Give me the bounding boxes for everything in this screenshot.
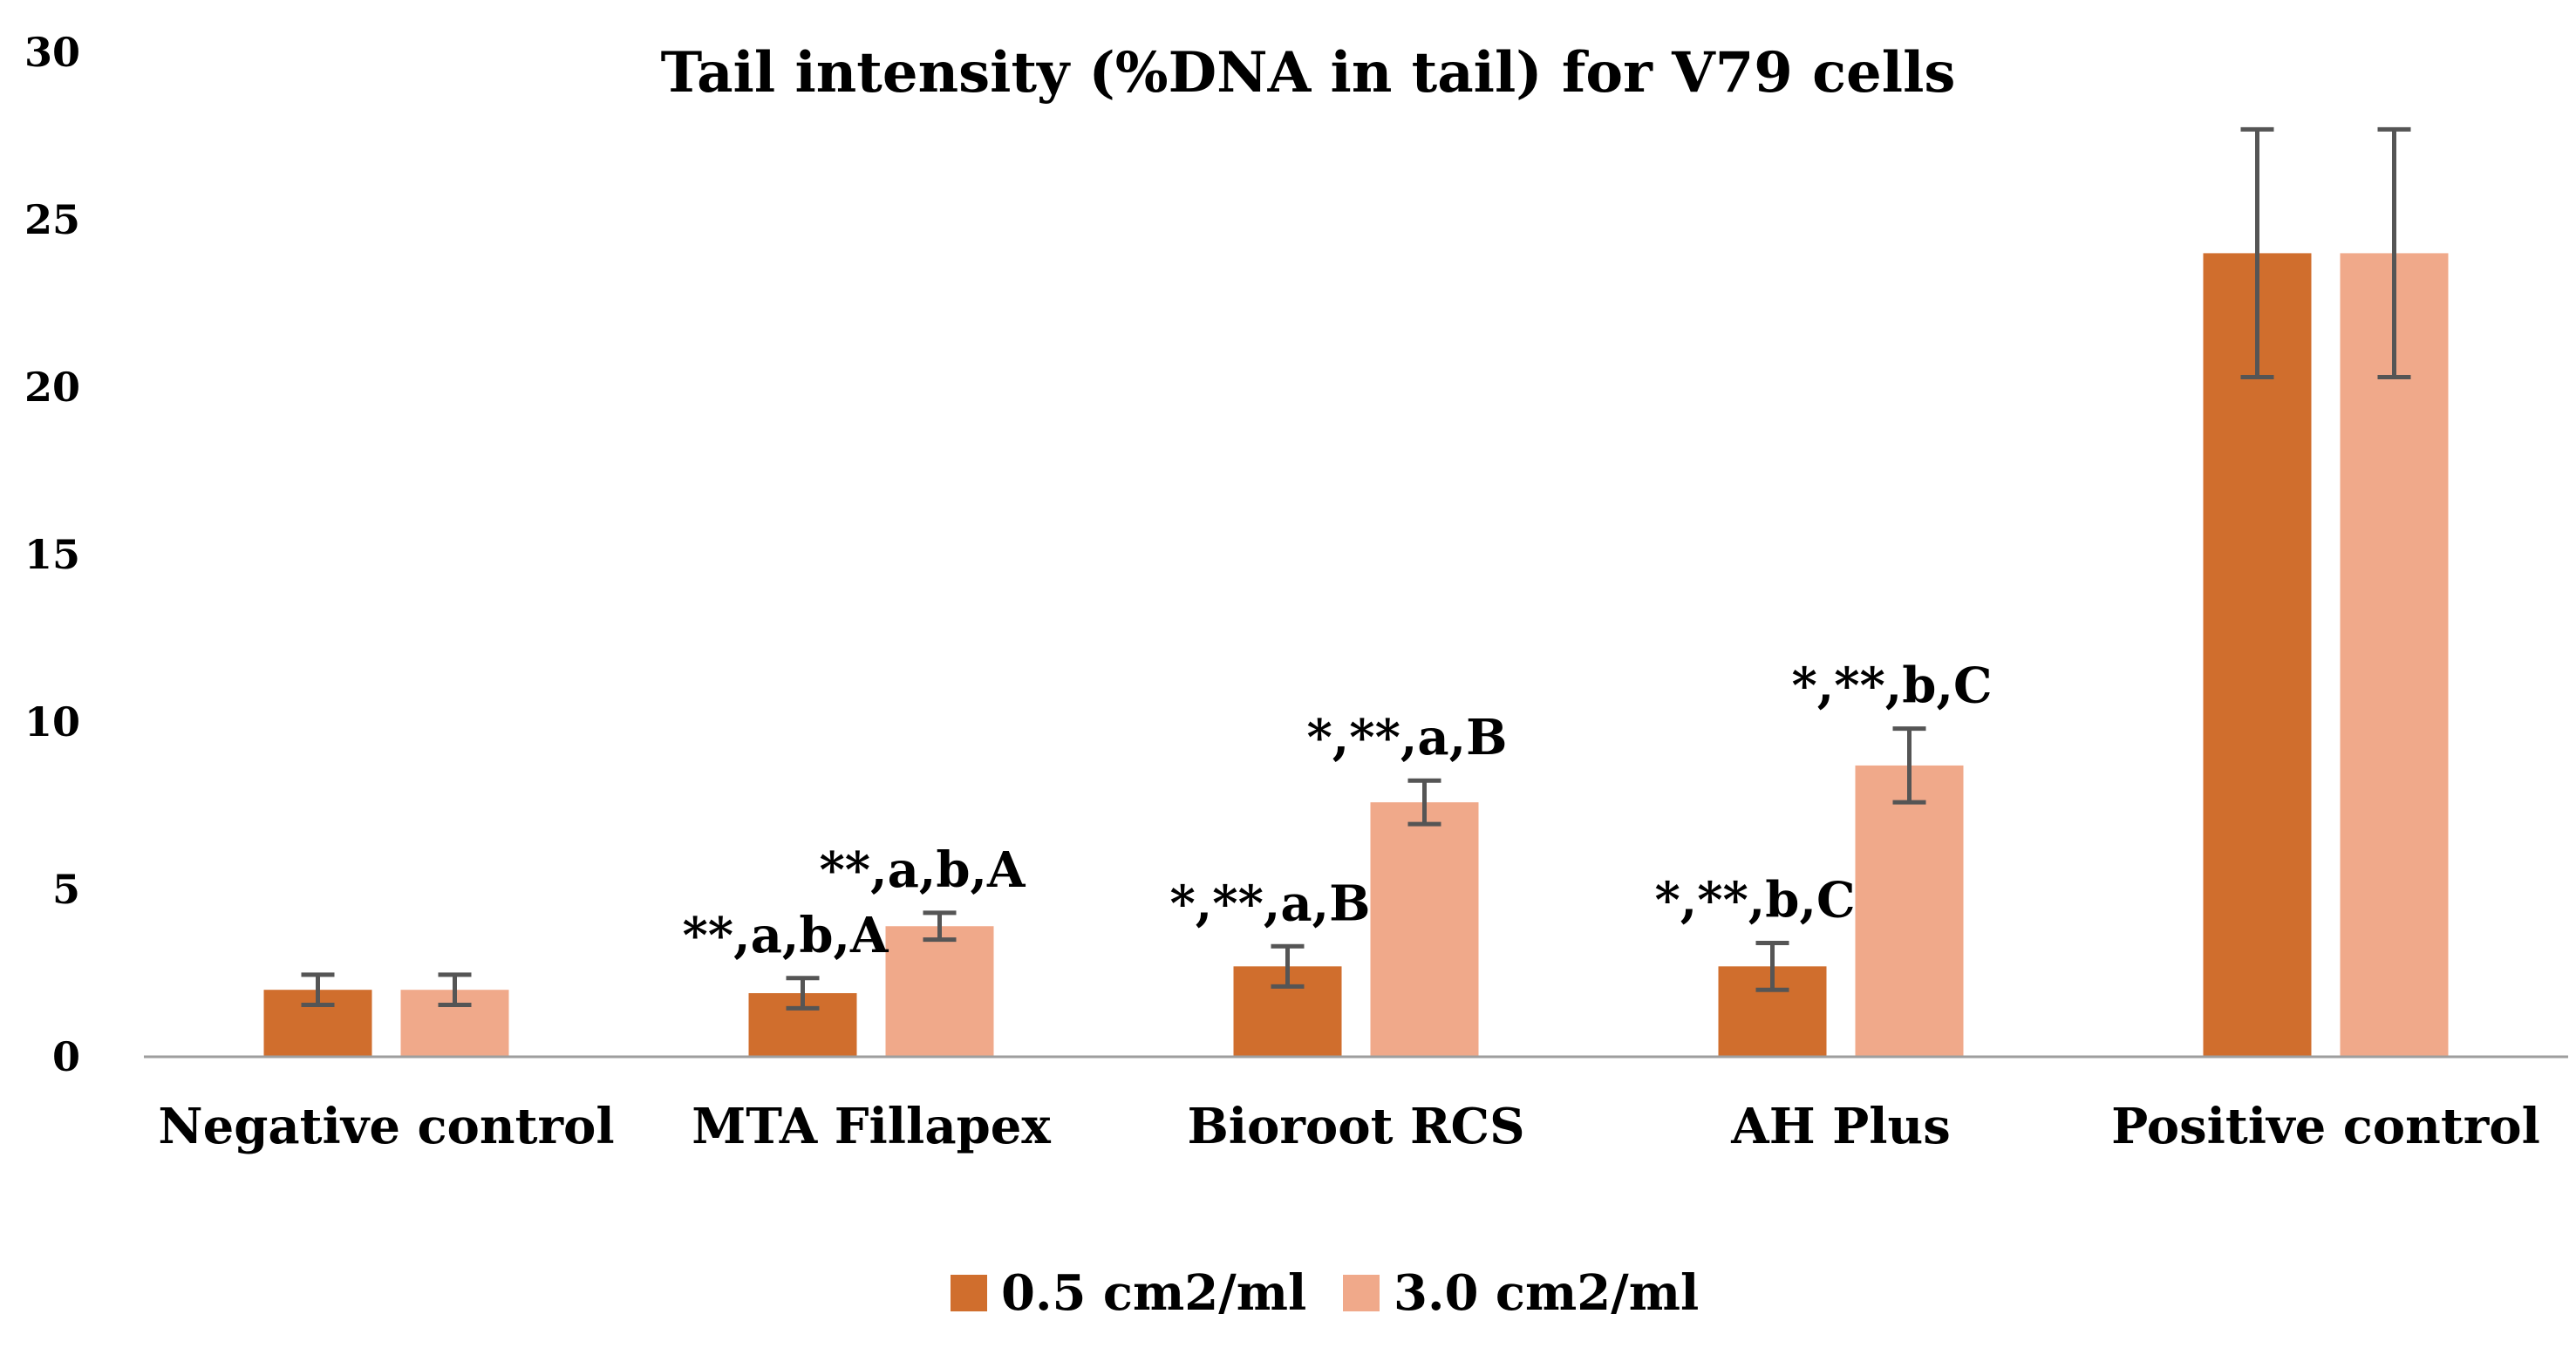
- category-label-positive-control: Positive control: [2111, 1098, 2540, 1155]
- error-bar-ah-plus-series-1: [1755, 940, 1789, 992]
- y-tick-label-30: 30: [24, 29, 80, 76]
- legend-label-series-1: 0.5 cm2/ml: [1001, 1264, 1306, 1322]
- bar-positive-control-series-1: [2203, 253, 2312, 1057]
- annotation-bioroot-rcs-series-1: *,**,a,B: [1170, 875, 1371, 932]
- annotation-ah-plus-series-1: *,**,b,C: [1654, 871, 1855, 929]
- chart-title: Tail intensity (%DNA in tail) for V79 ce…: [661, 40, 1956, 106]
- annotation-bioroot-rcs-series-2: *,**,a,B: [1307, 709, 1508, 766]
- error-bar-positive-control-series-2: [2377, 126, 2411, 379]
- legend-swatch-series-1: [951, 1275, 987, 1311]
- category-labels: Negative control MTA Fillapex Bioroot RCS A…: [158, 1098, 2539, 1155]
- error-bar-negative-control-series-2: [438, 972, 472, 1007]
- error-bars: [301, 126, 2411, 1011]
- y-tick-label-15: 15: [24, 531, 80, 578]
- bars: [263, 253, 2449, 1057]
- error-bar-ah-plus-series-2: [1892, 726, 1926, 805]
- bar-bioroot-rcs-series-2: [1370, 802, 1479, 1057]
- category-label-ah-plus: AH Plus: [1730, 1098, 1950, 1155]
- category-label-mta-fillapex: MTA Fillapex: [692, 1098, 1051, 1155]
- annotation-mta-fillapex-series-1: **,a,b,A: [683, 907, 890, 964]
- error-bar-negative-control-series-1: [301, 972, 335, 1007]
- bar-positive-control-series-2: [2340, 253, 2449, 1057]
- y-axis-ticks: 0 5 10 15 20 25 30: [24, 29, 80, 1080]
- error-bar-mta-fillapex-series-2: [923, 910, 957, 943]
- bar-mta-fillapex-series-2: [885, 926, 994, 1057]
- annotation-mta-fillapex-series-2: **,a,b,A: [820, 841, 1027, 899]
- legend-swatch-series-2: [1343, 1275, 1380, 1311]
- y-tick-label-10: 10: [24, 698, 80, 745]
- bar-ah-plus-series-2: [1855, 765, 1964, 1057]
- y-tick-label-25: 25: [24, 196, 80, 243]
- category-label-bioroot-rcs: Bioroot RCS: [1187, 1098, 1524, 1155]
- bar-annotations: **,a,b,A **,a,b,A *,**,a,B *,**,a,B *,**,b,C…: [683, 657, 1993, 964]
- error-bar-bioroot-rcs-series-2: [1407, 778, 1441, 827]
- error-bar-mta-fillapex-series-1: [786, 976, 820, 1011]
- error-bar-bioroot-rcs-series-1: [1271, 943, 1305, 989]
- category-label-negative-control: Negative control: [158, 1098, 614, 1155]
- legend-label-series-2: 3.0 cm2/ml: [1394, 1264, 1699, 1322]
- y-tick-label-20: 20: [24, 364, 80, 411]
- y-tick-label-5: 5: [52, 866, 80, 913]
- annotation-ah-plus-series-2: *,**,b,C: [1791, 657, 1992, 715]
- y-tick-label-0: 0: [52, 1033, 80, 1080]
- error-bar-positive-control-series-1: [2240, 126, 2274, 379]
- legend: 0.5 cm2/ml 3.0 cm2/ml: [951, 1264, 1699, 1322]
